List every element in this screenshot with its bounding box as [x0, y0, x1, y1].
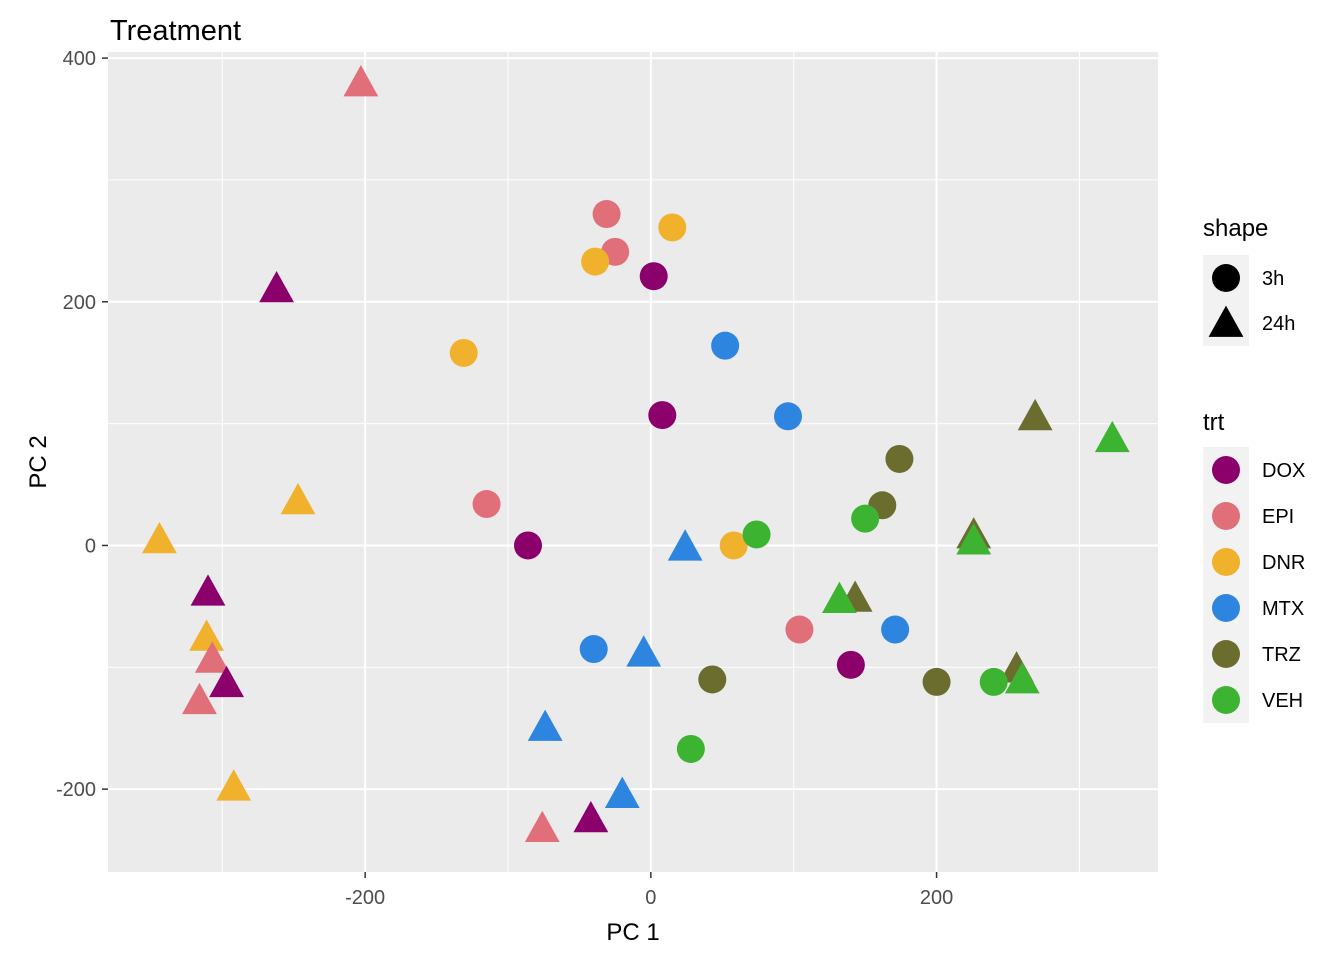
point-dnr-24h	[142, 521, 177, 554]
plot-panel	[108, 52, 1158, 872]
shape-legend-title: shape	[1203, 215, 1268, 242]
legend-circle-icon	[1212, 264, 1240, 292]
point-veh-24h	[1004, 662, 1040, 694]
shape-legend-label: 24h	[1262, 313, 1295, 335]
point-mtx-3h	[881, 615, 910, 644]
color-legend-title: trt	[1203, 409, 1225, 436]
point-mtx-24h	[527, 709, 563, 741]
major-gridlines	[108, 52, 1158, 872]
point-epi-24h	[182, 682, 217, 715]
point-dox-24h	[190, 574, 226, 606]
legend-swatch-epi	[1212, 502, 1240, 530]
y-tick-label: 400	[63, 48, 96, 70]
point-epi-3h	[592, 200, 621, 229]
x-axis-title: PC 1	[606, 919, 659, 946]
point-dox-3h	[514, 531, 542, 560]
point-trz-3h	[698, 665, 727, 694]
y-tick-label: 200	[63, 292, 96, 314]
data-points	[142, 65, 1130, 843]
shape-legend-keys: 3h 24h	[1208, 264, 1295, 337]
point-veh-24h	[1094, 420, 1130, 453]
color-legend-label: EPI	[1262, 506, 1294, 528]
point-veh-3h	[742, 520, 771, 549]
x-tick-label: -200	[345, 887, 385, 909]
point-mtx-24h	[667, 529, 703, 561]
point-trz-24h	[1017, 398, 1053, 431]
y-tick-label: -200	[56, 779, 96, 801]
color-legend-label: TRZ	[1262, 644, 1301, 666]
point-dox-3h	[648, 401, 677, 430]
point-mtx-24h	[604, 776, 640, 808]
point-dox-3h	[639, 262, 668, 291]
y-tick-label: 0	[85, 535, 96, 557]
point-veh-3h	[979, 667, 1008, 696]
legend-swatch-trz	[1212, 640, 1240, 668]
point-dox-24h	[259, 270, 294, 303]
point-dnr-3h	[581, 247, 610, 276]
point-dnr-24h	[280, 482, 316, 515]
color-legend-key-background	[1203, 447, 1249, 723]
point-epi-24h	[343, 65, 379, 97]
axis-ticks: -200 0 200 -200 0 200 400	[56, 48, 953, 909]
x-tick-label: 0	[645, 887, 656, 909]
point-epi-24h	[194, 641, 230, 673]
point-mtx-3h	[711, 331, 740, 360]
legend-swatch-mtx	[1212, 594, 1240, 622]
shape-legend-label: 3h	[1262, 268, 1284, 290]
point-epi-24h	[524, 810, 560, 843]
point-epi-3h	[472, 490, 501, 519]
color-legend-label: DNR	[1262, 552, 1305, 574]
color-legend-label: VEH	[1262, 690, 1303, 712]
legend-swatch-veh	[1212, 686, 1240, 714]
point-mtx-3h	[774, 402, 802, 431]
point-epi-3h	[785, 615, 814, 644]
color-legend-label: DOX	[1262, 460, 1305, 482]
x-tick-label: 200	[920, 887, 953, 909]
point-dox-24h	[573, 800, 609, 833]
point-dnr-3h	[449, 338, 478, 367]
legend-triangle-icon	[1208, 305, 1244, 337]
shape-legend: shape 3h 24h	[1203, 215, 1295, 346]
point-veh-24h	[822, 581, 857, 613]
point-dnr-3h	[658, 213, 687, 242]
point-trz-3h	[885, 444, 914, 473]
y-axis-title: PC 2	[25, 435, 52, 488]
legend-swatch-dnr	[1212, 548, 1240, 576]
color-legend-label: MTX	[1262, 598, 1304, 620]
chart-title: Treatment	[110, 15, 241, 47]
minor-gridlines	[108, 52, 1158, 872]
point-mtx-3h	[579, 635, 608, 664]
point-veh-3h	[676, 734, 705, 763]
point-veh-24h	[956, 523, 992, 555]
point-veh-3h	[851, 504, 880, 533]
point-mtx-24h	[626, 635, 662, 667]
point-dox-24h	[209, 665, 244, 698]
color-legend-keys: DOX EPI DNR MTX TRZ VEH	[1212, 456, 1305, 714]
color-legend: trt DOX EPI DNR MTX TRZ VEH	[1203, 409, 1305, 723]
point-dnr-3h	[719, 531, 748, 560]
point-trz-3h	[922, 667, 951, 696]
point-dox-3h	[836, 650, 865, 679]
point-dnr-24h	[216, 769, 252, 801]
point-dnr-24h	[189, 619, 224, 651]
legend-swatch-dox	[1212, 456, 1240, 484]
